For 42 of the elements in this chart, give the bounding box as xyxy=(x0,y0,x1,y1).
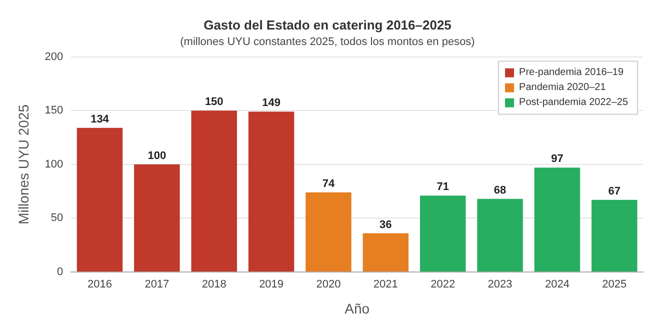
bar xyxy=(477,198,523,272)
bar xyxy=(534,168,580,272)
x-tick-label: 2016 xyxy=(88,278,112,291)
x-tick-label: 2018 xyxy=(202,278,226,291)
chart-subtitle: (millones UYU constantes 2025, todos los montos en pesos) xyxy=(180,36,475,48)
x-tick-label: 2025 xyxy=(602,278,627,291)
x-tick-label: 2023 xyxy=(488,278,512,291)
y-tick-label: 150 xyxy=(44,104,64,117)
y-axis-title: Millones UYU 2025 xyxy=(15,104,32,224)
data-label: 71 xyxy=(436,181,449,194)
bar xyxy=(420,196,466,272)
y-tick-label: 50 xyxy=(50,212,64,224)
legend-label: Pandemia 2020–21 xyxy=(519,82,606,94)
x-axis-title: Año xyxy=(344,300,370,316)
x-tick-label: 2020 xyxy=(316,278,341,291)
data-label: 149 xyxy=(262,97,280,110)
x-tick-label: 2022 xyxy=(430,278,456,291)
y-tick-label: 200 xyxy=(44,50,64,63)
bar xyxy=(306,192,352,272)
data-label: 74 xyxy=(322,178,336,190)
legend-label: Post-pandemia 2022–25 xyxy=(519,97,628,108)
data-label: 36 xyxy=(380,218,392,231)
x-tick-label: 2019 xyxy=(259,278,284,291)
bar xyxy=(191,110,237,272)
data-label: 97 xyxy=(551,153,564,166)
bar xyxy=(248,112,294,272)
x-tick-label: 2017 xyxy=(144,278,170,291)
data-label: 100 xyxy=(148,150,166,162)
data-label: 68 xyxy=(494,184,506,196)
bar xyxy=(592,200,638,272)
y-tick-label: 0 xyxy=(57,266,64,278)
bar xyxy=(362,233,409,272)
y-tick-label: 100 xyxy=(44,158,64,170)
x-tick-label: 2021 xyxy=(373,278,398,291)
bar xyxy=(76,128,123,272)
legend-label: Pre-pandemia 2016–19 xyxy=(519,67,624,78)
chart-title: Gasto del Estado en catering 2016–2025 xyxy=(204,17,452,32)
data-label: 150 xyxy=(204,96,224,108)
data-label: 134 xyxy=(90,113,110,126)
data-label: 67 xyxy=(608,185,621,198)
bar xyxy=(134,164,180,272)
x-tick-label: 2024 xyxy=(544,278,570,291)
